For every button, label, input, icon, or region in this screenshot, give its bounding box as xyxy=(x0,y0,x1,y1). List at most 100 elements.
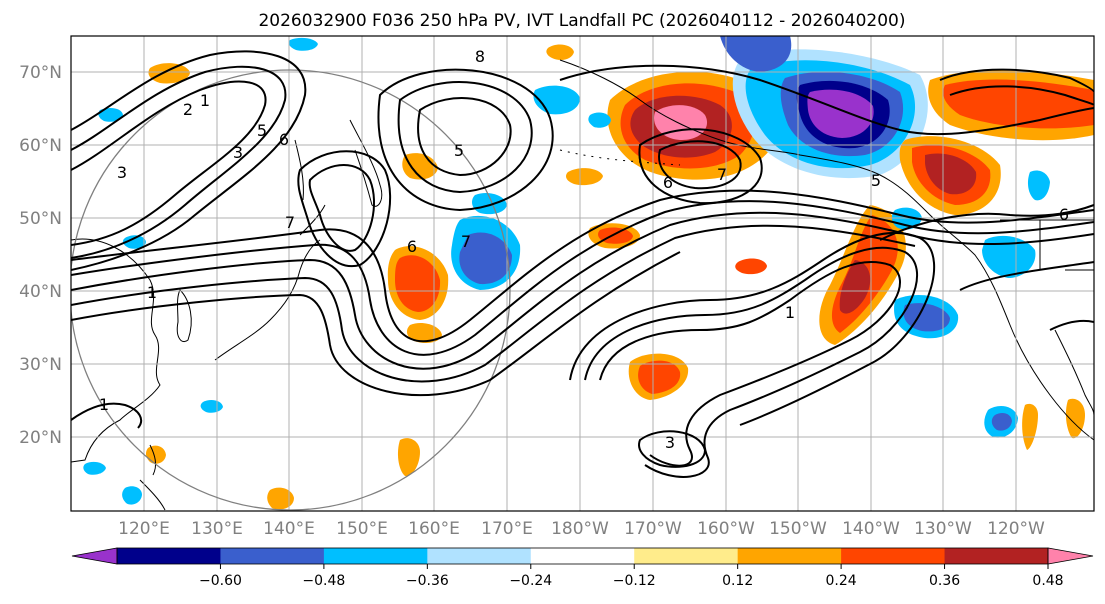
lat-label-70n: 70°N xyxy=(19,63,62,83)
pv-contour xyxy=(71,65,287,259)
pv-contour xyxy=(638,430,707,468)
lon-label-140e: 140°E xyxy=(263,519,315,539)
colorbar-segment xyxy=(427,548,532,564)
lon-label-180w: 180°W xyxy=(551,519,609,539)
shade-se-blue xyxy=(991,413,1012,431)
shade-north-blue xyxy=(720,36,792,72)
lat-label-50n: 50°N xyxy=(19,209,62,229)
coast-kamchatka xyxy=(349,119,383,207)
lat-label-20n: 20°N xyxy=(19,428,62,448)
lon-label-160e: 160°E xyxy=(408,519,460,539)
shade-gulf-purple xyxy=(807,89,874,138)
pv-contour xyxy=(569,231,936,426)
lon-label-140w: 140°W xyxy=(842,519,900,539)
pv-contour xyxy=(599,260,901,467)
coast-taiwan xyxy=(149,444,157,476)
pv-contour xyxy=(308,164,376,252)
pv-contour xyxy=(71,200,1094,356)
contour-label: 1 xyxy=(147,283,157,302)
shade-sw-cyan2 xyxy=(83,461,106,475)
colorbar-segment xyxy=(841,548,946,564)
pv-contour xyxy=(417,97,512,177)
pv-contour xyxy=(71,189,1094,343)
pv-contour xyxy=(71,224,916,383)
pv-contour xyxy=(377,68,554,212)
colorbar-tick-label: 0.48 xyxy=(1032,573,1063,589)
colorbar-segment xyxy=(220,548,325,564)
colorbar-tick-label: −0.60 xyxy=(199,573,242,589)
contour-label: 1 xyxy=(785,303,795,322)
contour-label: 6 xyxy=(407,237,417,256)
shade-taiwan-orange xyxy=(145,445,166,464)
lon-label-160w: 160°W xyxy=(697,519,755,539)
colorbar-max-extension xyxy=(1047,547,1094,565)
lon-label-120w: 120°W xyxy=(987,519,1045,539)
lat-axis: 70°N 60°N 50°N 40°N 30°N 20°N xyxy=(19,63,62,448)
lon-label-170e: 170°E xyxy=(481,519,533,539)
colorbar-segment xyxy=(944,548,1049,564)
map-panel: 1 2 3 5 6 7 8 1 3 6 7 5 6 7 1 3 6 5 1 xyxy=(70,35,1095,512)
pv-contour xyxy=(71,50,307,271)
lon-label-130w: 130°W xyxy=(914,519,972,539)
contour-label: 6 xyxy=(1059,205,1069,224)
shade-nw-cyan2 xyxy=(122,235,146,249)
shade-cpac-small-red xyxy=(598,227,633,244)
colorbar-segments xyxy=(117,548,1049,564)
colorbar-min-extension xyxy=(71,547,118,565)
lon-label-150w: 150°W xyxy=(769,519,827,539)
contour-label: 6 xyxy=(279,130,289,149)
colorbar: −0.60 −0.48 −0.36 −0.24 −0.12 0.12 0.24 0.36 0.4… xyxy=(71,547,1094,589)
colorbar-segment xyxy=(737,548,842,564)
colorbar-tick-label: −0.12 xyxy=(613,573,656,589)
colorbar-tick-label: 0.36 xyxy=(929,573,960,589)
shade-wpac-blue xyxy=(459,232,512,285)
contour-labels: 1 2 3 5 6 7 8 1 3 6 7 5 6 7 1 3 6 5 1 xyxy=(99,47,1069,452)
contour-label: 7 xyxy=(461,232,471,251)
contour-label: 8 xyxy=(475,47,485,66)
colorbar-segment xyxy=(117,548,221,564)
pv-contours xyxy=(71,50,1094,478)
contour-label: 3 xyxy=(665,433,675,452)
pv-contour xyxy=(397,81,533,194)
lon-label-170w: 170°W xyxy=(624,519,682,539)
contour-label: 5 xyxy=(454,141,464,160)
pv-contour xyxy=(1049,320,1094,331)
coast-philippines xyxy=(139,479,166,511)
colorbar-tick-label: −0.24 xyxy=(509,573,552,589)
contour-label: 1 xyxy=(99,395,109,414)
pv-contour xyxy=(939,68,1094,93)
pv-contour xyxy=(71,80,267,246)
colorbar-tick-label: 0.24 xyxy=(826,573,857,589)
shade-ak-cyan-small xyxy=(588,112,611,128)
contour-label: 7 xyxy=(285,213,295,232)
contour-label: 3 xyxy=(117,163,127,182)
shade-sw-orange xyxy=(397,438,420,477)
lon-label-120e: 120°E xyxy=(118,519,170,539)
colorbar-segment xyxy=(323,548,428,564)
shade-uswest-cyan xyxy=(982,235,1036,278)
gridlines xyxy=(71,36,1094,511)
shade-se-orange xyxy=(1022,403,1038,450)
shade-top-orange xyxy=(546,44,574,60)
shade-wpac-red xyxy=(395,255,441,312)
coast-mexico xyxy=(1054,329,1094,416)
shade-nw-cyan xyxy=(98,107,123,122)
pv-contour xyxy=(658,140,742,190)
contour-label: 2 xyxy=(183,100,193,119)
shade-top-cyan xyxy=(288,37,318,51)
shade-wpac-cyan-top xyxy=(472,193,507,215)
shade-mid-red-dot xyxy=(735,258,767,275)
pv-contour xyxy=(297,150,392,268)
lat-label-60n: 60°N xyxy=(19,136,62,156)
colorbar-segment xyxy=(530,548,635,564)
shade-sw-orange2 xyxy=(267,487,294,510)
coast-asia xyxy=(71,238,161,463)
shade-uswest-cyan2 xyxy=(1027,170,1050,201)
pv-contour xyxy=(584,246,918,478)
contour-label: 1 xyxy=(200,91,210,110)
colorbar-segment xyxy=(634,548,739,564)
shade-nw-orange xyxy=(148,63,190,84)
shade-sw-cyan xyxy=(122,486,142,505)
lon-label-150e: 150°E xyxy=(336,519,388,539)
shade-wpac-orange-bottom xyxy=(406,323,442,343)
